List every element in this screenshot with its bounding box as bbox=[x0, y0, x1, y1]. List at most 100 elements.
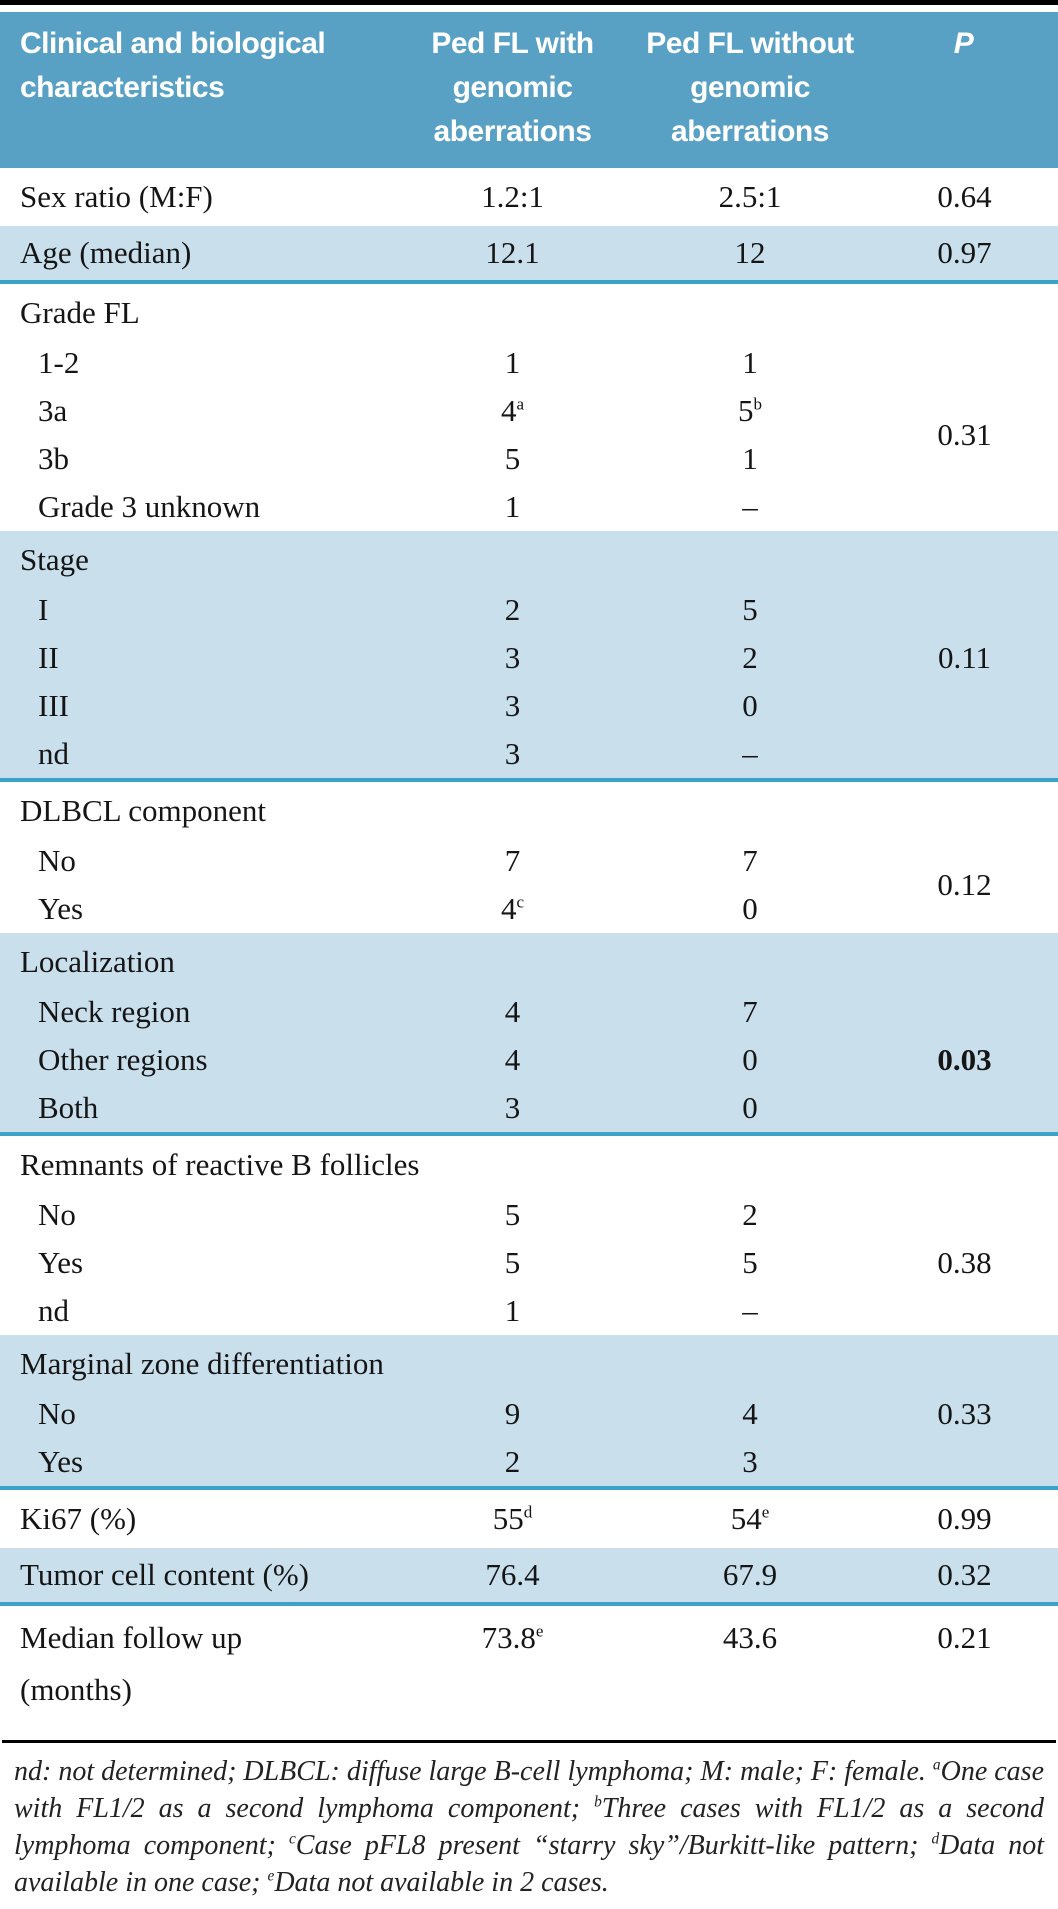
value-with: 7 bbox=[504, 843, 521, 878]
section-label: Marginal zone differentiation bbox=[20, 1346, 384, 1381]
header-p: P bbox=[953, 27, 974, 60]
footnote-superscript-c: c bbox=[288, 1830, 296, 1848]
row-label: Yes bbox=[38, 1245, 84, 1280]
footnote: nd: not determined; DLBCL: diffuse large… bbox=[0, 1743, 1058, 1909]
value-with: 76.4 bbox=[485, 1557, 540, 1592]
table-header: Clinical and biological characteristics … bbox=[0, 12, 1058, 168]
p-value: 0.21 bbox=[937, 1620, 992, 1655]
value-text: 73.8 bbox=[481, 1620, 536, 1655]
value-with: 1 bbox=[504, 489, 521, 524]
footnote-superscript-d: d bbox=[931, 1830, 940, 1848]
value-without: 0 bbox=[742, 688, 758, 723]
value-with: 5 bbox=[504, 1197, 521, 1232]
value-text: 4 bbox=[500, 891, 517, 926]
row-label: Both bbox=[38, 1090, 99, 1125]
section-label: Stage bbox=[20, 542, 89, 577]
row-label: Median follow up (months) bbox=[0, 1612, 400, 1716]
top-rule bbox=[0, 0, 1058, 5]
value-with: 4 bbox=[504, 994, 521, 1029]
section-label: Localization bbox=[20, 944, 175, 979]
row-label: No bbox=[38, 1197, 76, 1232]
p-value: 0.12 bbox=[937, 867, 992, 902]
p-value: 0.31 bbox=[937, 417, 992, 452]
row-tumor-cell-content: Tumor cell content (%) 76.4 67.9 0.32 bbox=[0, 1548, 1058, 1606]
value-without: 7 bbox=[742, 843, 758, 878]
superscript-note: c bbox=[516, 892, 525, 912]
value-without: – bbox=[742, 489, 758, 524]
row-age-median: Age (median) 12.1 12 0.97 bbox=[0, 226, 1058, 284]
superscript-note: b bbox=[753, 394, 762, 414]
section-grade-fl: Grade FL 1-2 1 1 3a 4a 5b 3b 5 1 Grade 3… bbox=[0, 284, 1058, 531]
value-without: 2 bbox=[742, 640, 758, 675]
value-without: 0 bbox=[742, 1042, 758, 1077]
row-label-line1: Median follow up bbox=[20, 1620, 243, 1655]
section-marginal-zone: Marginal zone differentiation No 9 4 Yes… bbox=[0, 1335, 1058, 1490]
row-label: Tumor cell content (%) bbox=[20, 1557, 309, 1592]
value-with: 3 bbox=[504, 736, 521, 771]
p-value: 0.11 bbox=[937, 640, 992, 675]
value-without: 67.9 bbox=[722, 1557, 778, 1592]
row-label: II bbox=[38, 640, 59, 675]
value-without: 3 bbox=[742, 1444, 758, 1479]
section-localization: Localization Neck region 4 7 Other regio… bbox=[0, 933, 1058, 1136]
value-with: 5 bbox=[504, 1245, 521, 1280]
footnote-superscript-b: b bbox=[594, 1793, 602, 1811]
p-value: 0.99 bbox=[937, 1501, 992, 1536]
p-value: 0.38 bbox=[937, 1245, 992, 1280]
superscript-note: e bbox=[761, 1502, 770, 1522]
row-label: nd bbox=[38, 1293, 69, 1328]
value-with: 1 bbox=[504, 345, 521, 380]
value-without: 7 bbox=[742, 994, 758, 1029]
footnote-superscript-a: a bbox=[932, 1756, 941, 1774]
section-remnants-b-follicles: Remnants of reactive B follicles No 5 2 … bbox=[0, 1136, 1058, 1335]
section-label: Remnants of reactive B follicles bbox=[20, 1147, 420, 1182]
row-label: Neck region bbox=[38, 994, 191, 1029]
section-label: DLBCL component bbox=[20, 793, 266, 828]
p-value: 0.97 bbox=[937, 235, 992, 270]
row-sex-ratio: Sex ratio (M:F) 1.2:1 2.5:1 0.64 bbox=[0, 168, 1058, 226]
value-with: 1.2:1 bbox=[481, 179, 544, 214]
row-label: No bbox=[38, 1396, 76, 1431]
value-without: 1 bbox=[742, 441, 758, 476]
value-with: 1 bbox=[504, 1293, 521, 1328]
value-with: 4a bbox=[400, 387, 625, 435]
value-without: – bbox=[742, 1293, 758, 1328]
footnote-text: Case pFL8 present “starry sky”/Burkitt-l… bbox=[295, 1830, 932, 1861]
row-label: 3b bbox=[38, 441, 69, 476]
header-ped-fl-with: Ped FL with genomic aberrations bbox=[431, 27, 594, 148]
value-text: 5 bbox=[737, 393, 754, 428]
footnote-gap bbox=[0, 1726, 1058, 1740]
row-label: Ki67 (%) bbox=[20, 1501, 137, 1536]
footnote-text: nd: not determined; DLBCL: diffuse large… bbox=[14, 1756, 933, 1787]
value-with: 3 bbox=[504, 688, 521, 723]
value-without: 2 bbox=[742, 1197, 758, 1232]
section-label: Grade FL bbox=[20, 295, 140, 330]
p-value: 0.32 bbox=[937, 1557, 992, 1592]
p-value: 0.03 bbox=[937, 1042, 992, 1077]
value-with: 3 bbox=[504, 1090, 521, 1125]
row-label: I bbox=[38, 592, 49, 627]
value-without: 1 bbox=[742, 345, 758, 380]
footnote-text: Data not available in 2 cases. bbox=[274, 1867, 609, 1898]
value-without: 5 bbox=[742, 592, 758, 627]
row-label: 1-2 bbox=[38, 345, 80, 380]
value-with: 3 bbox=[504, 640, 521, 675]
value-with: 5 bbox=[504, 441, 521, 476]
value-with: 55d bbox=[400, 1495, 625, 1543]
value-with: 4 bbox=[504, 1042, 521, 1077]
superscript-note: d bbox=[523, 1502, 533, 1522]
row-ki67: Ki67 (%) 55d 54e 0.99 bbox=[0, 1490, 1058, 1548]
superscript-note: e bbox=[535, 1621, 544, 1641]
section-stage: Stage I 2 5 II 3 2 III 3 0 nd 3 – 0.11 bbox=[0, 531, 1058, 782]
value-without: 5 bbox=[742, 1245, 758, 1280]
p-value: 0.64 bbox=[937, 179, 992, 214]
row-label: nd bbox=[38, 736, 69, 771]
row-label: Yes bbox=[38, 1444, 84, 1479]
header-characteristics: Clinical and biological characteristics bbox=[20, 27, 326, 104]
row-label: Age (median) bbox=[20, 235, 192, 270]
row-median-follow-up: Median follow up (months) 73.8e 43.6 0.2… bbox=[0, 1606, 1058, 1726]
row-label: Other regions bbox=[38, 1042, 208, 1077]
section-dlbcl-component: DLBCL component No 7 7 Yes 4c 0 0.12 bbox=[0, 782, 1058, 933]
value-with: 9 bbox=[504, 1396, 521, 1431]
